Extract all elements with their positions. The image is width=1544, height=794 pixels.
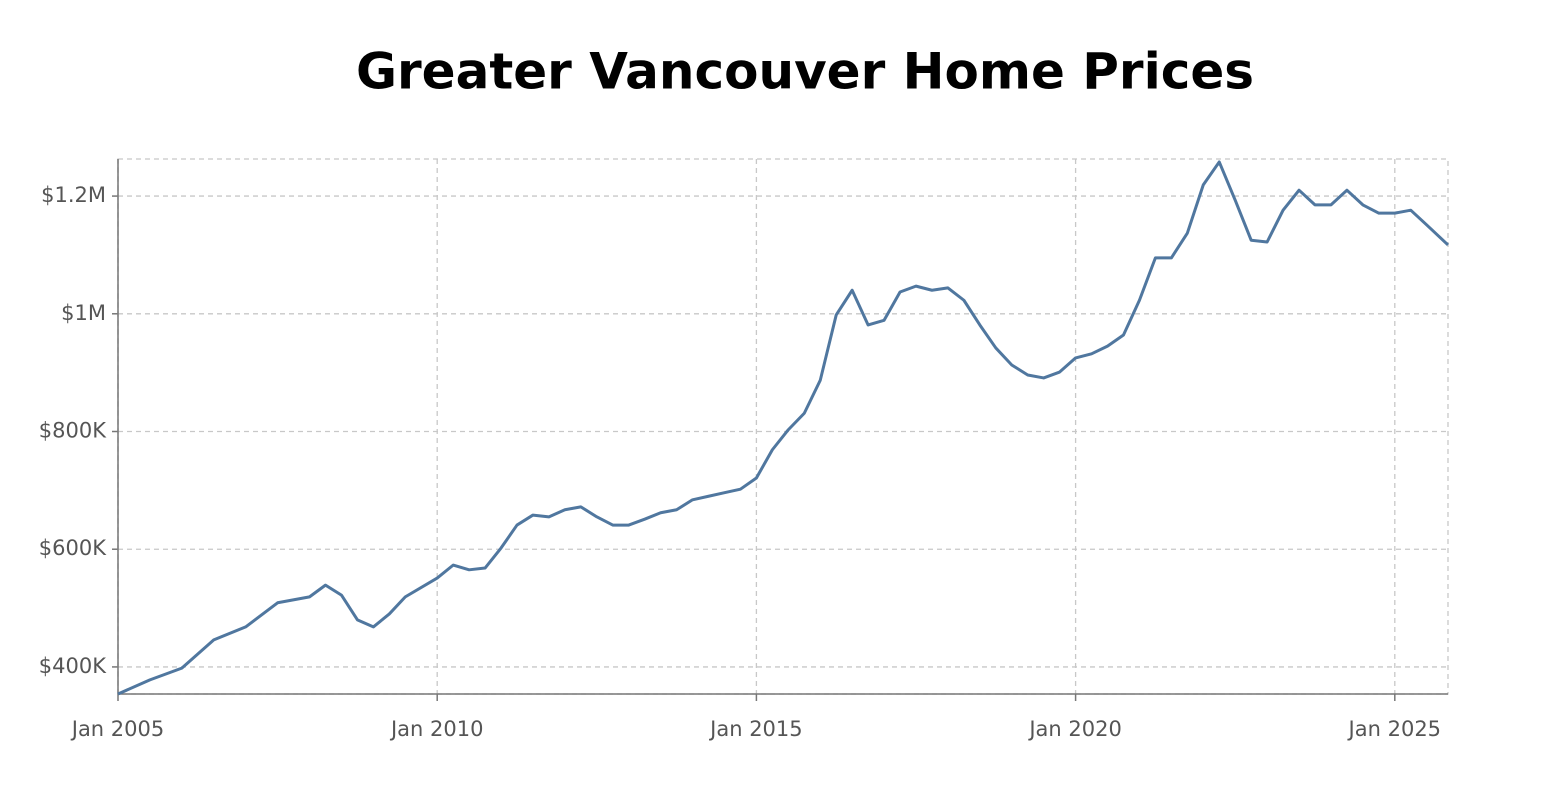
chart-title: Greater Vancouver Home Prices bbox=[356, 43, 1254, 101]
y-tick-label: $400K bbox=[39, 654, 107, 678]
x-tick-label: Jan 2020 bbox=[1027, 717, 1122, 741]
x-tick-label: Jan 2010 bbox=[389, 717, 484, 741]
plot-frame bbox=[117, 158, 1449, 695]
x-tick-label: Jan 2025 bbox=[1347, 717, 1442, 741]
price-line bbox=[117, 160, 1450, 696]
y-tick-label: $1M bbox=[61, 301, 106, 325]
x-tick-label: Jan 2005 bbox=[70, 717, 165, 741]
y-tick-label: $800K bbox=[39, 419, 107, 443]
y-tick-label: $1.2M bbox=[41, 183, 106, 207]
x-tick-label: Jan 2015 bbox=[708, 717, 803, 741]
y-tick-label: $600K bbox=[39, 536, 107, 560]
